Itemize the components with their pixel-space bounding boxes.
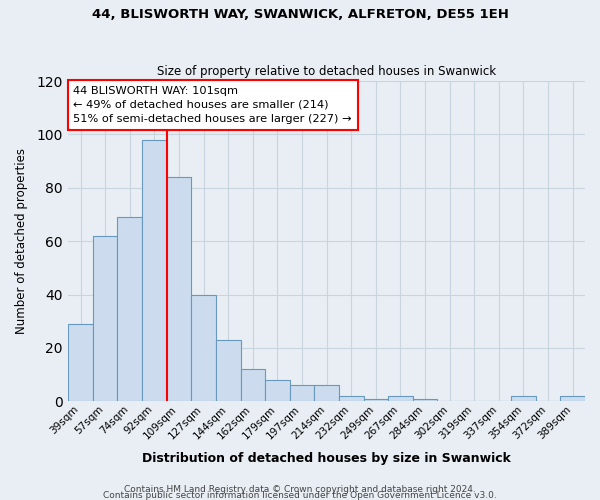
Bar [93,236,118,402]
Bar [388,396,413,402]
Bar [511,396,536,402]
Bar [339,396,364,402]
Bar [364,398,388,402]
Text: Contains public sector information licensed under the Open Government Licence v3: Contains public sector information licen… [103,490,497,500]
Bar [118,217,142,402]
Bar [314,385,339,402]
Bar [167,177,191,402]
Bar [216,340,241,402]
Bar [290,385,314,402]
Text: Contains HM Land Registry data © Crown copyright and database right 2024.: Contains HM Land Registry data © Crown c… [124,484,476,494]
Bar [241,369,265,402]
Bar [191,294,216,402]
Y-axis label: Number of detached properties: Number of detached properties [15,148,28,334]
Text: 44 BLISWORTH WAY: 101sqm
← 49% of detached houses are smaller (214)
51% of semi-: 44 BLISWORTH WAY: 101sqm ← 49% of detach… [73,86,352,124]
Bar [68,324,93,402]
Text: 44, BLISWORTH WAY, SWANWICK, ALFRETON, DE55 1EH: 44, BLISWORTH WAY, SWANWICK, ALFRETON, D… [92,8,508,20]
Bar [560,396,585,402]
Title: Size of property relative to detached houses in Swanwick: Size of property relative to detached ho… [157,66,496,78]
Bar [142,140,167,402]
Bar [413,398,437,402]
Bar [265,380,290,402]
X-axis label: Distribution of detached houses by size in Swanwick: Distribution of detached houses by size … [142,452,511,465]
